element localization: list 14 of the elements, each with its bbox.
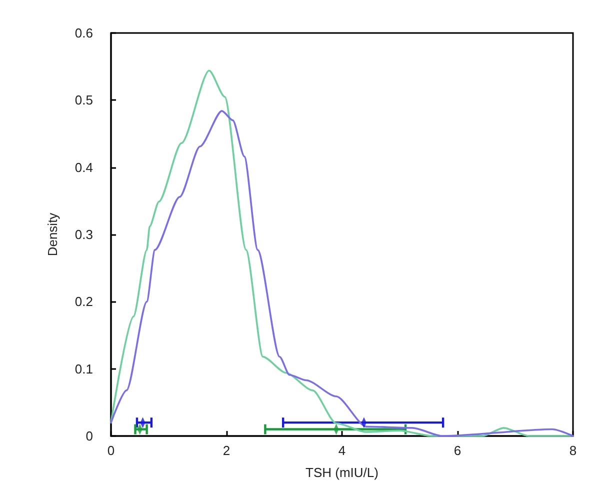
x-tick-label: 6 (454, 443, 462, 458)
y-tick-label: 0.6 (74, 26, 93, 40)
y-tick-label: 0.4 (74, 160, 93, 175)
x-tick-label: 0 (107, 443, 115, 458)
x-tick-label: 2 (222, 443, 230, 458)
x-tick-label: 8 (569, 443, 577, 458)
y-tick-label: 0.1 (74, 361, 93, 376)
y-tick-label: 0.5 (74, 92, 93, 108)
y-tick-label: 0.3 (74, 227, 93, 242)
y-tick-label: 0 (86, 428, 93, 444)
x-tick-label: 4 (338, 443, 346, 458)
y-axis-title: Density (45, 212, 60, 256)
x-axis-title: TSH (mIU/L) (306, 465, 378, 480)
y-tick-label: 0.2 (74, 294, 93, 310)
